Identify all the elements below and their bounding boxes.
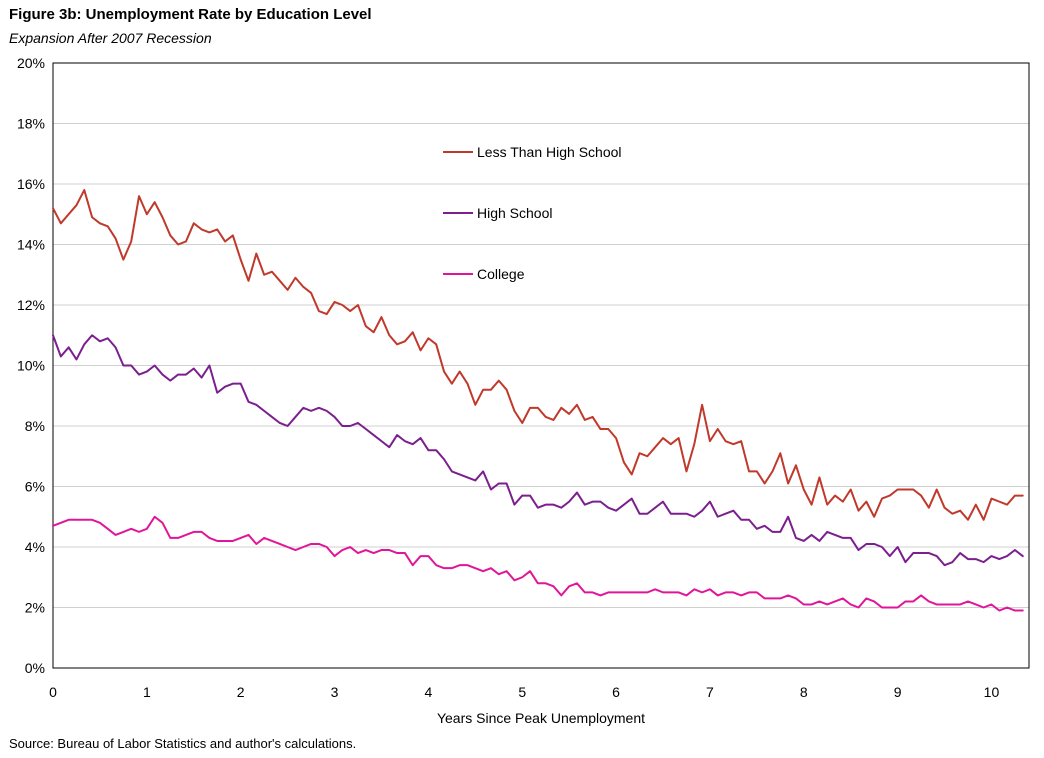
y-tick-label: 4%	[25, 539, 45, 555]
x-tick-label: 1	[143, 684, 151, 700]
y-tick-label: 10%	[17, 358, 45, 374]
y-tick-label: 8%	[25, 418, 45, 434]
x-tick-label: 5	[518, 684, 526, 700]
series-line-high-school	[52, 334, 1024, 567]
x-tick-label: 6	[612, 684, 620, 700]
x-axis-label: Years Since Peak Unemployment	[437, 710, 645, 726]
x-tick-label: 3	[331, 684, 339, 700]
x-tick-label: 7	[706, 684, 714, 700]
series-line-less-than-high-school	[52, 189, 1024, 521]
y-tick-label: 12%	[17, 297, 45, 313]
legend-label: Less Than High School	[477, 144, 622, 160]
y-tick-label: 6%	[25, 479, 45, 495]
plot-frame	[52, 62, 1030, 669]
chart-subtitle: Expansion After 2007 Recession	[9, 30, 212, 46]
x-tick-label: 4	[424, 684, 432, 700]
legend-label: College	[477, 266, 525, 282]
chart-title: Figure 3b: Unemployment Rate by Educatio…	[9, 6, 372, 23]
y-tick-label: 2%	[25, 600, 45, 616]
y-tick-label: 20%	[17, 55, 45, 71]
y-axis: 0% 2% 4% 6% 8% 10% 12% 14% 16% 18% 20%	[17, 55, 45, 676]
y-tick-label: 16%	[17, 176, 45, 192]
y-tick-label: 14%	[17, 237, 45, 253]
source-note: Source: Bureau of Labor Statistics and a…	[9, 736, 357, 751]
series-lines	[52, 189, 1024, 612]
gridlines	[53, 123, 1029, 608]
x-axis: 0 1 2 3 4 5 6 7 8 9 10	[49, 684, 999, 700]
legend-label: High School	[477, 205, 553, 221]
y-tick-label: 0%	[25, 660, 45, 676]
x-tick-label: 9	[894, 684, 902, 700]
legend: Less Than High School High School College	[443, 144, 622, 282]
x-tick-label: 0	[49, 684, 57, 700]
x-tick-label: 10	[984, 684, 1000, 700]
series-line-college	[52, 515, 1024, 612]
x-tick-label: 8	[800, 684, 808, 700]
x-tick-label: 2	[237, 684, 245, 700]
y-tick-label: 18%	[17, 116, 45, 132]
